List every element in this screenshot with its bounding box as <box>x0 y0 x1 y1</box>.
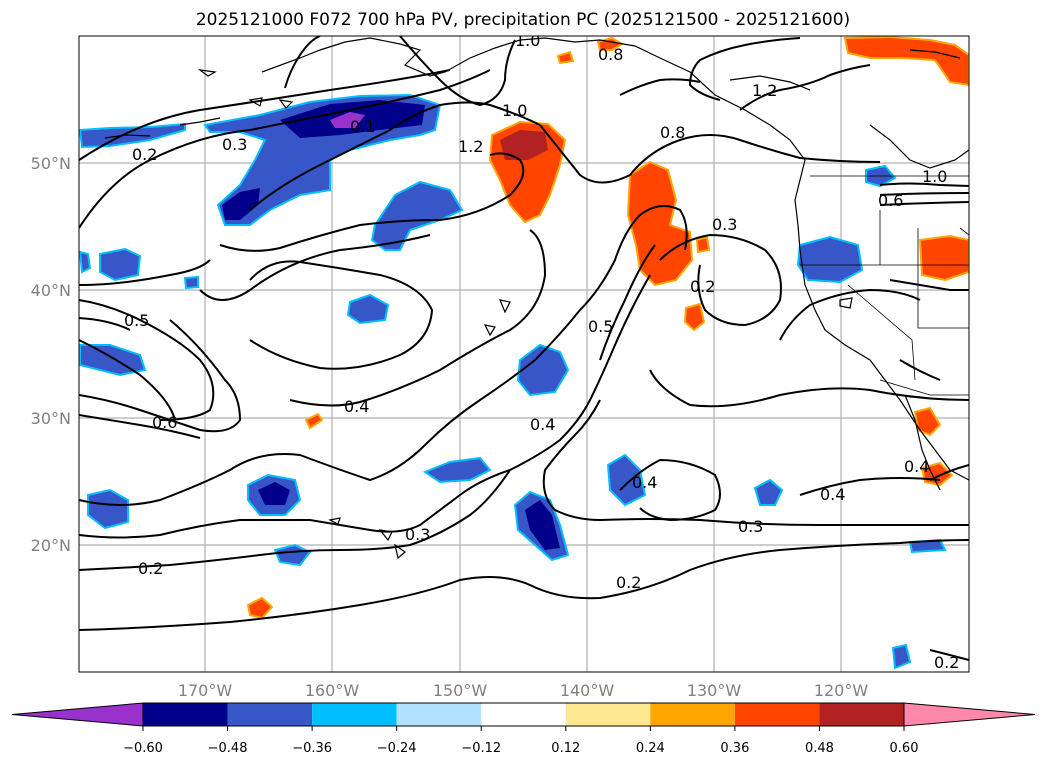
contour-label: 1.0 <box>502 101 527 120</box>
neg-area <box>99 247 142 282</box>
contour-label: 1.2 <box>752 81 777 100</box>
pos-area <box>626 160 694 287</box>
neg-area-core <box>258 482 290 505</box>
colorbar-cell <box>481 703 566 726</box>
contour-label: 0.2 <box>132 145 157 164</box>
colorbar-tick-label: −0.48 <box>208 741 248 756</box>
contour-label: 0.5 <box>124 311 149 330</box>
neg-area <box>87 488 129 530</box>
pos-area <box>556 50 575 65</box>
contour-label: 0.4 <box>344 397 369 416</box>
contour-label: 0.1 <box>350 117 375 136</box>
contour-label: 1.2 <box>458 137 483 156</box>
contour-label: 0.3 <box>712 215 737 234</box>
contour-label: 0.2 <box>934 653 959 672</box>
colorbar-extend-high <box>903 702 1036 727</box>
contour-label: 0.3 <box>222 135 247 154</box>
contour-label: 1.0 <box>515 31 540 50</box>
neg-area <box>79 250 92 274</box>
colorbar-tick-label: −0.36 <box>292 741 332 756</box>
lat-tick-label: 20°N <box>31 536 71 555</box>
colorbar-cell <box>565 703 651 726</box>
contour-label: 0.5 <box>588 317 613 336</box>
lat-tick-label: 40°N <box>31 281 71 300</box>
lon-tick-label: 140°W <box>560 681 615 700</box>
lon-tick-label: 130°W <box>687 681 742 700</box>
colorbar-tick-label: 0.48 <box>805 741 834 756</box>
neg-area <box>753 478 784 506</box>
colorbar-tick-label: −0.12 <box>461 741 501 756</box>
pv-contours <box>79 36 969 661</box>
pos-area-core <box>500 130 548 160</box>
graticule <box>79 36 969 672</box>
contour-label: 0.8 <box>660 123 685 142</box>
colorbar: −0.60 −0.48 −0.36 −0.24 −0.12 0.12 0.24 0.36 0.4… <box>11 702 1036 756</box>
pos-area <box>683 302 706 332</box>
lat-tick-label: 50°N <box>31 154 71 173</box>
contour-label: 0.4 <box>820 485 845 504</box>
political-borders <box>800 175 969 396</box>
neg-area-peak <box>330 112 365 128</box>
neg-area <box>516 343 570 397</box>
contour-label: 0.4 <box>530 415 555 434</box>
colorbar-tick-label: 0.24 <box>636 741 665 756</box>
contour-label: 1.0 <box>922 167 947 186</box>
colorbar-cell <box>396 703 482 726</box>
colorbar-tick-label: −0.60 <box>123 741 163 756</box>
neg-area <box>346 293 390 325</box>
contour-label: 0.2 <box>138 559 163 578</box>
lon-tick-label: 170°W <box>178 681 233 700</box>
contour-label: 0.6 <box>878 191 903 210</box>
colorbar-cell <box>227 703 313 726</box>
colorbar-tick-label: 0.60 <box>890 741 919 756</box>
pos-area <box>843 36 969 87</box>
colorbar-frame <box>142 702 905 727</box>
colorbar-tick-label: 0.12 <box>551 741 580 756</box>
contour-label: 0.6 <box>152 413 177 432</box>
lon-tick-labels: 170°W 160°W 150°W 140°W 130°W 120°W <box>178 681 869 700</box>
colorbar-cell <box>734 703 820 726</box>
neg-area <box>606 453 647 507</box>
lat-tick-label: 30°N <box>31 409 71 428</box>
colorbar-cell <box>819 703 904 726</box>
neg-area-core <box>525 500 560 550</box>
contour-label: 0.3 <box>405 525 430 544</box>
colorbar-cell <box>312 703 397 726</box>
pos-area <box>246 596 274 620</box>
colorbar-extend-low <box>11 702 144 727</box>
colorbar-tick-label: −0.24 <box>377 741 417 756</box>
contour-label: 0.4 <box>632 473 657 492</box>
figure-title: 2025121000 F072 700 hPa PV, precipitatio… <box>196 10 850 30</box>
pos-area <box>304 412 324 430</box>
lon-tick-label: 120°W <box>814 681 869 700</box>
contour-label: 0.2 <box>690 277 715 296</box>
neg-area <box>796 235 864 284</box>
negative-precip-areas <box>79 93 947 670</box>
contour-label: 0.2 <box>616 573 641 592</box>
coastlines <box>104 37 969 560</box>
pos-area <box>918 234 969 282</box>
contour-label: 0.4 <box>904 457 929 476</box>
neg-area <box>273 543 312 567</box>
contour-label: 0.3 <box>738 517 763 536</box>
lon-tick-label: 150°W <box>433 681 488 700</box>
neg-area <box>891 643 912 670</box>
contour-label: 0.8 <box>598 45 623 64</box>
lon-tick-label: 160°W <box>305 681 360 700</box>
map-frame <box>78 35 970 673</box>
neg-area-core <box>222 188 260 220</box>
colorbar-cell <box>650 703 735 726</box>
colorbar-tick-label: 0.36 <box>720 741 749 756</box>
lat-tick-labels: 50°N 40°N 30°N 20°N <box>31 154 71 555</box>
colorbar-cell <box>143 703 228 726</box>
neg-area <box>183 275 199 290</box>
neg-area <box>422 456 492 484</box>
contour-labels: 0.2 0.3 0.1 1.0 1.2 0.8 1.0 1.2 0.8 0.3 … <box>124 31 959 672</box>
pos-area <box>695 235 711 254</box>
